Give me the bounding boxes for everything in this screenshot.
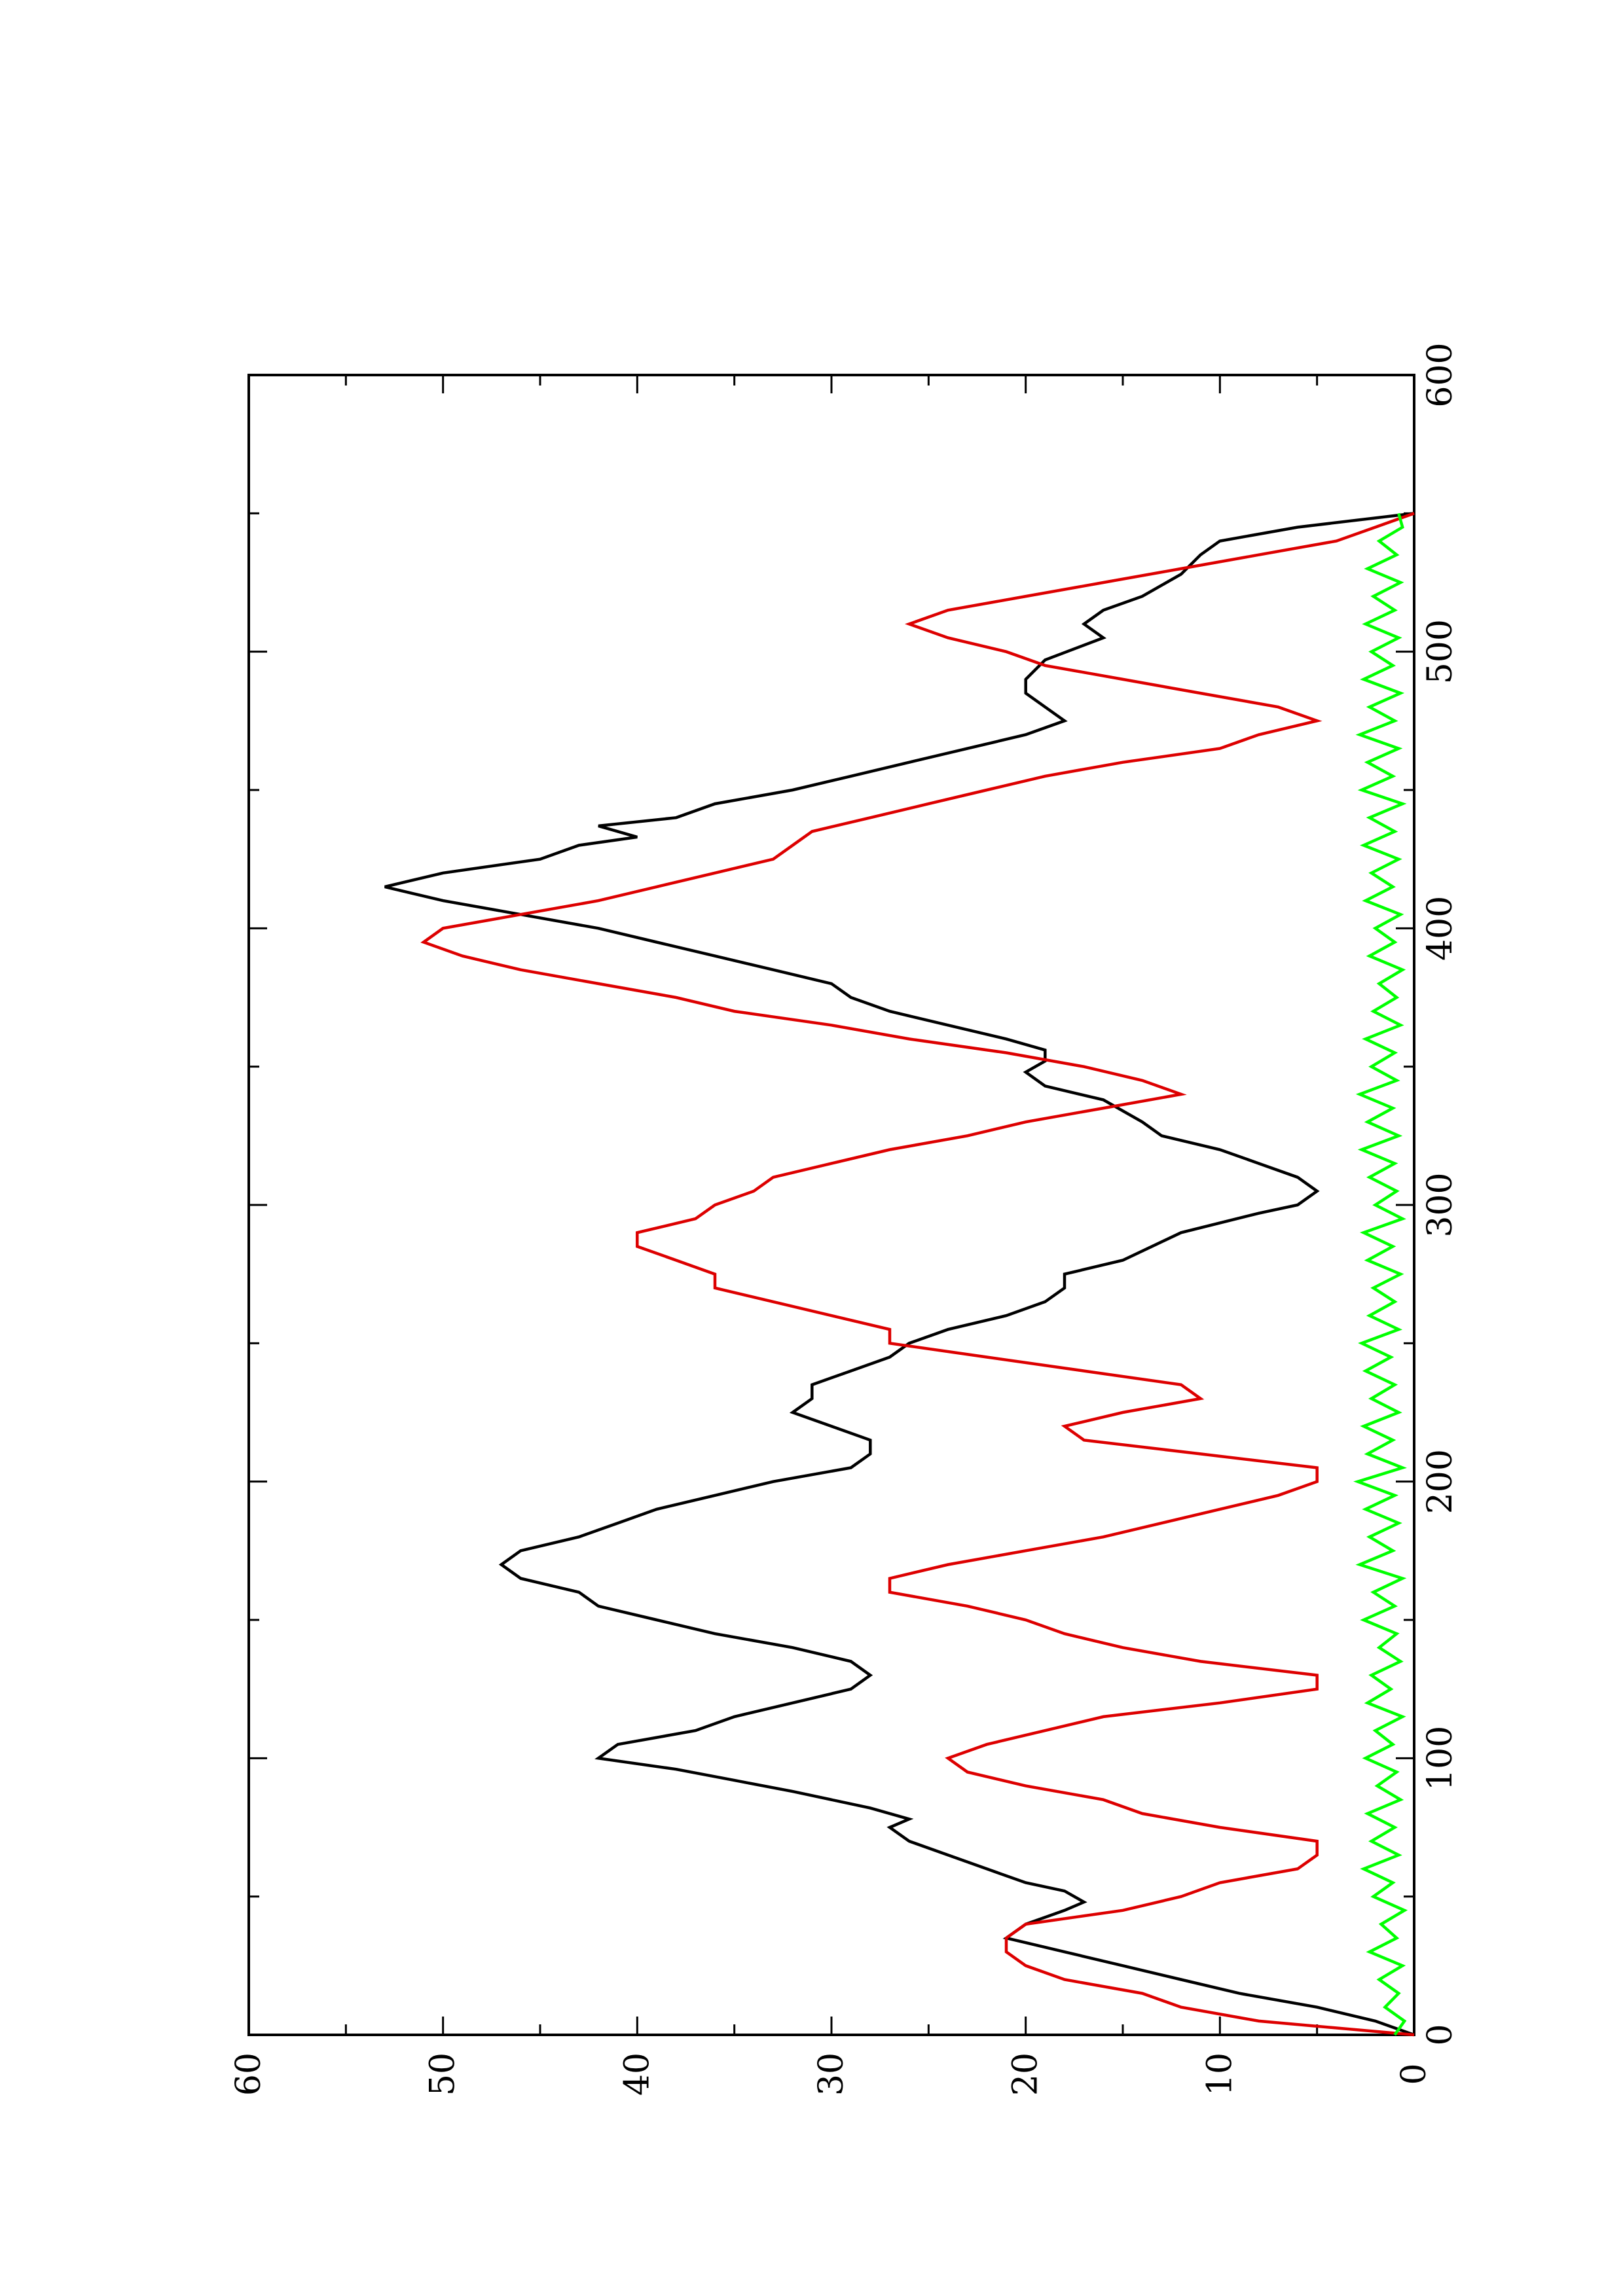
x-tick-label: 300	[1421, 1172, 1460, 1237]
series-line-1	[384, 512, 1415, 2037]
series-line-2	[420, 512, 1415, 2037]
plot-frame	[247, 374, 1415, 2036]
y-tick-label: 30	[812, 2053, 851, 2096]
y-tick-label: 50	[424, 2053, 463, 2096]
x-tick-label: 600	[1421, 342, 1460, 407]
tick-marks	[247, 374, 1415, 2036]
y-tick-label: 0	[1395, 2063, 1434, 2085]
y-tick-label: 40	[617, 2053, 657, 2096]
x-tick-label: 200	[1421, 1449, 1460, 1514]
x-tick-label: 500	[1421, 619, 1460, 684]
series-line-3	[1353, 512, 1408, 2036]
tick-labels: 0 100 200 300 400 500 600 0 10 20 30 40 50 60	[229, 342, 1460, 2096]
x-tick-label: 100	[1421, 1726, 1460, 1791]
y-tick-label: 60	[229, 2053, 268, 2096]
series-lines	[384, 512, 1415, 2037]
y-tick-label: 10	[1200, 2053, 1239, 2096]
y-tick-label: 20	[1006, 2053, 1046, 2096]
x-tick-label: 400	[1421, 896, 1460, 961]
x-tick-label: 0	[1421, 2024, 1460, 2045]
